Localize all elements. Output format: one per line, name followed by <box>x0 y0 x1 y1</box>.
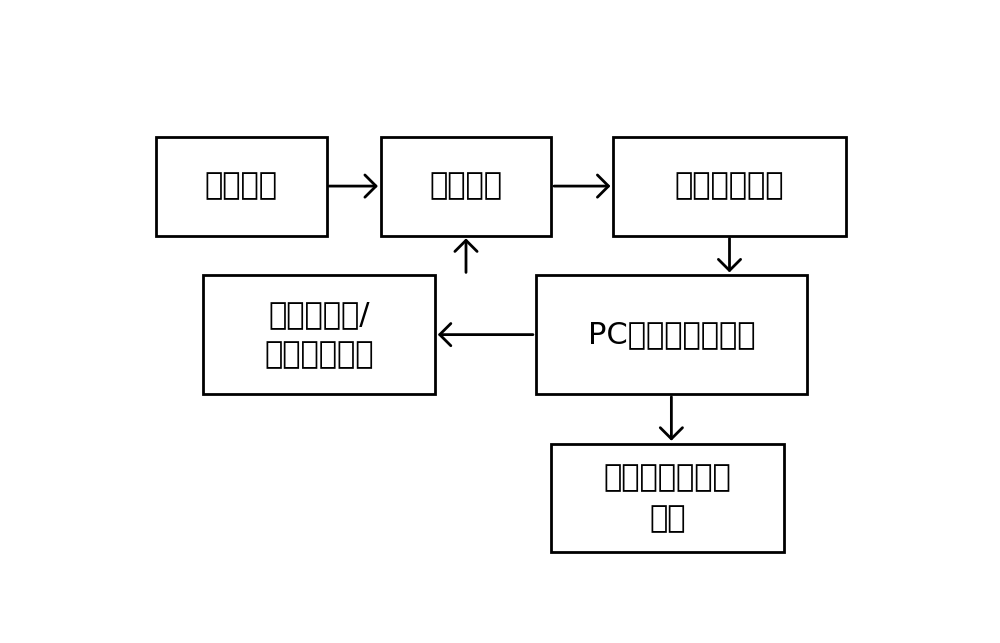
Text: 成像物体: 成像物体 <box>205 172 278 201</box>
Text: 液体镜头: 液体镜头 <box>430 172 503 201</box>
Text: 光学成像组件: 光学成像组件 <box>675 172 784 201</box>
FancyBboxPatch shape <box>536 275 807 394</box>
Text: 下位机电流/
电压控制模块: 下位机电流/ 电压控制模块 <box>264 300 374 369</box>
Text: 图像存储和输出
模块: 图像存储和输出 模块 <box>604 463 731 533</box>
FancyBboxPatch shape <box>202 275 435 394</box>
FancyBboxPatch shape <box>381 136 551 235</box>
FancyBboxPatch shape <box>613 136 846 235</box>
FancyBboxPatch shape <box>156 136 326 235</box>
FancyBboxPatch shape <box>551 444 784 552</box>
Text: PC端自动调焦软件: PC端自动调焦软件 <box>588 320 755 349</box>
